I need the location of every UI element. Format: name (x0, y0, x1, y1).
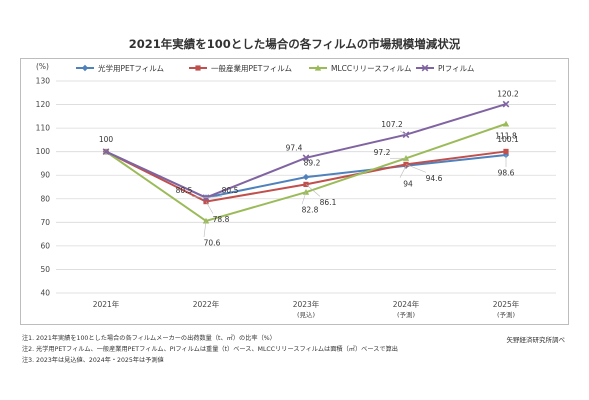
chart-title: 2021年実績を100とした場合の各フィルムの市場規模増減状況 (128, 37, 461, 51)
data-point (195, 65, 201, 71)
data-label: 70.6 (204, 238, 221, 247)
data-label: 100.1 (497, 135, 519, 144)
data-label-leader (399, 165, 407, 178)
data-label-leader (203, 220, 207, 237)
data-label: 89.2 (304, 159, 321, 168)
x-tick-sublabel: (予測) (397, 310, 415, 319)
y-tick-label: 90 (40, 171, 50, 180)
data-label: 111.8 (495, 131, 517, 140)
data-point (302, 154, 310, 162)
data-point (402, 131, 410, 139)
data-label: 94 (403, 179, 413, 188)
data-point (81, 64, 89, 72)
data-label: 97.2 (374, 148, 391, 157)
data-label: 82.8 (302, 206, 319, 215)
x-tick-label: 2023年 (293, 299, 320, 309)
data-label-leader (205, 196, 223, 198)
data-label-leader (301, 192, 307, 205)
data-point (102, 148, 110, 156)
x-tick-sublabel: (見込) (297, 310, 315, 319)
note-2: 注2. 光学用PETフィルム、一般産業用PETフィルム、PIフィルムは重量（t）… (22, 346, 398, 353)
line-chart: 40 50 60 70 80 90 100 110 120 130 (%) 2021年 2022年 202… (36, 62, 556, 319)
data-point (314, 64, 322, 71)
y-tick-label: 120 (36, 100, 51, 109)
x-tick-sublabel: (予測) (497, 310, 515, 319)
data-label: 78.8 (213, 215, 230, 224)
y-tick-label: 100 (36, 147, 51, 156)
data-label: 80.5 (222, 186, 239, 195)
y-tick-label: 40 (40, 289, 50, 298)
y-tick-label: 60 (40, 241, 50, 250)
data-point (502, 120, 510, 127)
x-tick-label: 2025年 (493, 299, 520, 309)
y-tick-label: 80 (40, 194, 50, 203)
data-point (403, 161, 409, 167)
note-3: 注3. 2023年は見込値、2024年・2025年は予測値 (22, 357, 164, 364)
data-label: 120.2 (497, 90, 519, 99)
data-point (503, 148, 509, 155)
data-label-leader (399, 130, 407, 135)
y-tick-label: 50 (40, 265, 50, 274)
data-label: 86.1 (320, 198, 337, 207)
legend-entry: 一般産業用PETフィルム (211, 63, 292, 73)
y-tick-label: 130 (36, 77, 51, 86)
data-point (421, 64, 429, 72)
x-tick-label: 2024年 (393, 299, 420, 309)
data-label: 107.2 (381, 120, 403, 129)
legend-entry: PIフィルム (438, 64, 474, 73)
data-label: 80.5 (176, 186, 193, 195)
data-label: 100 (99, 135, 114, 144)
data-label: 97.4 (286, 143, 303, 152)
y-tick-label: 70 (40, 218, 50, 227)
data-point (502, 151, 510, 159)
chart-frame: 40 50 60 70 80 90 100 110 120 130 (%) 2021年 2022年 202… (20, 58, 569, 325)
data-point (502, 100, 510, 108)
data-point (302, 173, 310, 181)
data-label-leader (205, 201, 214, 214)
note-1: 注1. 2021年実績を100とした場合の各フィルムメーカーの出荷数量（t、㎡）… (22, 335, 276, 342)
source-credit: 矢野経済研究所調べ (506, 336, 566, 344)
data-point (302, 188, 310, 195)
legend-entry: 光学用PETフィルム (98, 63, 164, 73)
y-axis-label: (%) (36, 62, 49, 71)
x-tick-label: 2021年 (93, 299, 120, 309)
data-label-leader (191, 196, 207, 198)
data-label: 94.6 (426, 174, 443, 183)
x-tick-label: 2022年 (193, 299, 220, 309)
data-label-leader (305, 184, 321, 197)
data-point (202, 217, 210, 224)
data-label-leader (405, 164, 427, 173)
legend-entry: MLCCリリースフィルム (331, 64, 411, 73)
data-point (203, 199, 209, 205)
y-tick-label: 110 (36, 124, 51, 133)
data-label: 98.6 (498, 168, 515, 177)
